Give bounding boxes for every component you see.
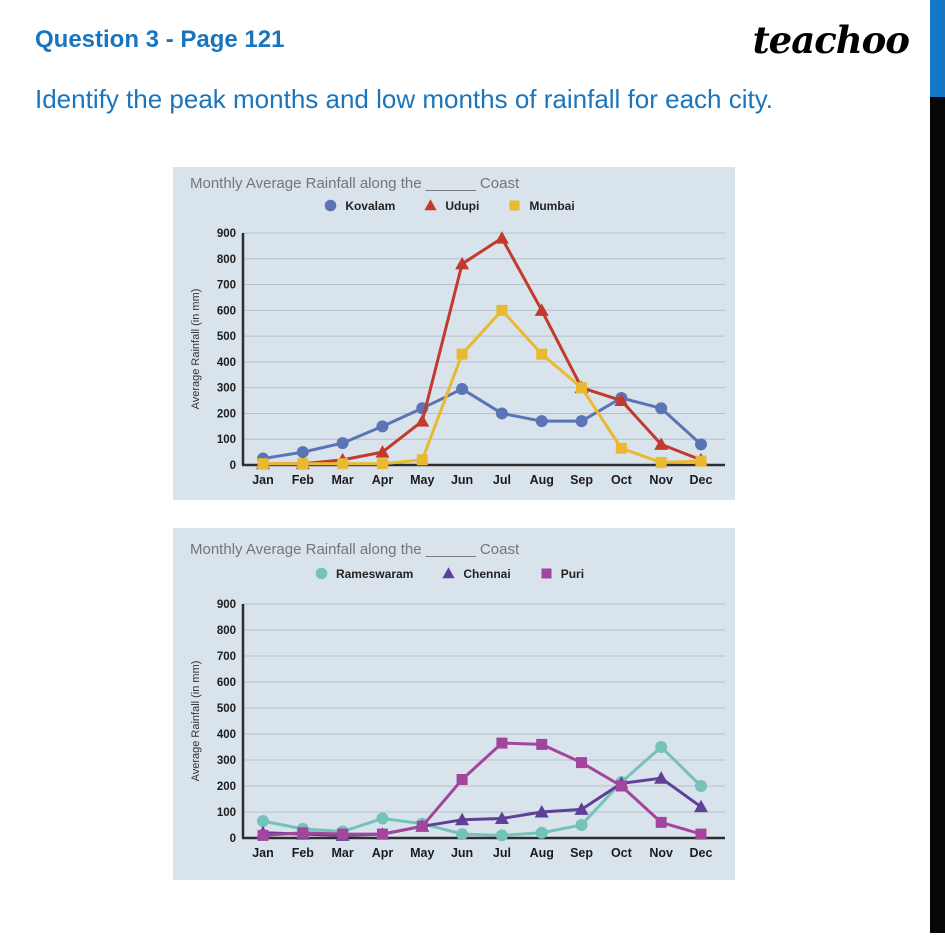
square-legend-marker xyxy=(541,568,552,579)
x-tick-labels: Jan Feb Mar Apr May Jun Jul Aug Sep Oct Nov Dec xyxy=(252,473,712,487)
axes xyxy=(241,233,725,467)
svg-text:400: 400 xyxy=(217,729,236,741)
y-gridlines xyxy=(243,232,725,440)
svg-text:May: May xyxy=(410,473,434,487)
triangle-legend-marker xyxy=(424,199,437,211)
square-legend-marker xyxy=(509,200,520,211)
legend-item-udupi: Udupi xyxy=(423,198,479,213)
chart-title: Monthly Average Rainfall along the _____… xyxy=(190,175,520,192)
question-text: Identify the peak months and low months … xyxy=(35,84,774,114)
chart-title: Monthly Average Rainfall along the _____… xyxy=(190,541,520,558)
circle-legend-marker xyxy=(315,567,328,580)
svg-text:300: 300 xyxy=(217,383,236,395)
svg-text:Oct: Oct xyxy=(611,473,633,487)
edge-accent-black xyxy=(930,97,945,933)
axes xyxy=(241,604,725,840)
svg-text:Jun: Jun xyxy=(451,473,473,487)
svg-text:700: 700 xyxy=(217,651,236,663)
svg-text:100: 100 xyxy=(217,434,236,446)
legend-label: Puri xyxy=(560,566,585,581)
y-tick-labels: 0 100 200 300 400 500 600 700 800 900 xyxy=(217,599,236,845)
chart-panel-west-coast: Monthly Average Rainfall along the _____… xyxy=(173,167,735,500)
svg-text:600: 600 xyxy=(217,677,236,689)
svg-text:Apr: Apr xyxy=(372,846,394,860)
svg-text:100: 100 xyxy=(217,807,236,819)
svg-text:Dec: Dec xyxy=(690,846,713,860)
svg-text:Feb: Feb xyxy=(292,846,315,860)
page-title: Question 3 - Page 121 xyxy=(35,26,285,53)
svg-text:Sep: Sep xyxy=(570,846,593,860)
x-tick-labels: Jan Feb Mar Apr May Jun Jul Aug Sep Oct Nov Dec xyxy=(252,846,712,860)
series-puri xyxy=(257,737,707,841)
svg-text:Jan: Jan xyxy=(252,473,274,487)
svg-text:Jul: Jul xyxy=(493,846,511,860)
svg-text:Mar: Mar xyxy=(332,473,354,487)
svg-text:800: 800 xyxy=(217,625,236,637)
series-udupi xyxy=(256,231,708,470)
svg-text:Mar: Mar xyxy=(332,846,354,860)
svg-text:Oct: Oct xyxy=(611,846,633,860)
svg-text:Aug: Aug xyxy=(530,846,554,860)
y-axis-label: Average Rainfall (in mm) xyxy=(190,289,202,410)
svg-text:500: 500 xyxy=(217,703,236,715)
svg-text:0: 0 xyxy=(230,833,236,845)
legend-label: Rameswaram xyxy=(335,566,414,581)
svg-text:Jul: Jul xyxy=(493,473,511,487)
y-tick-labels: 0 100 200 300 400 500 600 700 800 900 xyxy=(217,228,236,472)
svg-text:800: 800 xyxy=(217,254,236,266)
svg-text:May: May xyxy=(410,846,434,860)
edge-accent-blue xyxy=(930,0,945,97)
legend-label: Udupi xyxy=(445,198,480,213)
svg-text:Nov: Nov xyxy=(649,473,673,487)
legend-item-mumbai: Mumbai xyxy=(507,198,575,213)
triangle-legend-marker xyxy=(442,567,455,579)
svg-text:Jun: Jun xyxy=(451,846,473,860)
chart-legend: Rameswaram Chennai Puri xyxy=(173,566,725,581)
y-gridlines xyxy=(243,603,725,813)
svg-text:900: 900 xyxy=(217,599,236,611)
rainfall-line-chart-east: 0 100 200 300 400 500 600 700 800 900 Average Rain… xyxy=(190,599,725,860)
legend-label: Mumbai xyxy=(529,198,575,213)
legend-label: Kovalam xyxy=(345,198,396,213)
svg-text:Sep: Sep xyxy=(570,473,593,487)
svg-text:Feb: Feb xyxy=(292,473,315,487)
legend-item-rameswaram: Rameswaram xyxy=(314,566,413,581)
series-rameswaram xyxy=(257,741,707,842)
chart-panel-east-coast: Monthly Average Rainfall along the _____… xyxy=(173,528,735,880)
svg-text:200: 200 xyxy=(217,781,236,793)
circle-legend-marker xyxy=(325,199,337,212)
svg-text:300: 300 xyxy=(217,755,236,767)
svg-text:Apr: Apr xyxy=(372,473,394,487)
legend-item-kovalam: Kovalam xyxy=(323,198,395,213)
svg-text:500: 500 xyxy=(217,331,236,343)
rainfall-line-chart-west: 0 100 200 300 400 500 600 700 800 900 Average Rain… xyxy=(190,228,725,487)
svg-text:Aug: Aug xyxy=(530,473,554,487)
legend-item-chennai: Chennai xyxy=(441,566,511,581)
svg-text:900: 900 xyxy=(217,228,236,240)
svg-text:Dec: Dec xyxy=(690,473,713,487)
svg-text:700: 700 xyxy=(217,280,236,292)
series-kovalam xyxy=(257,382,707,465)
legend-item-puri: Puri xyxy=(539,566,584,581)
svg-text:400: 400 xyxy=(217,357,236,369)
chart-legend: Kovalam Udupi Mumbai xyxy=(173,198,725,213)
svg-text:200: 200 xyxy=(217,408,236,420)
svg-text:Jan: Jan xyxy=(252,846,274,860)
svg-text:600: 600 xyxy=(217,305,236,317)
series-mumbai xyxy=(257,304,707,470)
legend-label: Chennai xyxy=(463,566,511,581)
svg-text:Nov: Nov xyxy=(649,846,673,860)
svg-text:0: 0 xyxy=(230,460,236,472)
teachoo-logo: teachoo xyxy=(752,18,910,62)
y-axis-label: Average Rainfall (in mm) xyxy=(190,661,202,782)
